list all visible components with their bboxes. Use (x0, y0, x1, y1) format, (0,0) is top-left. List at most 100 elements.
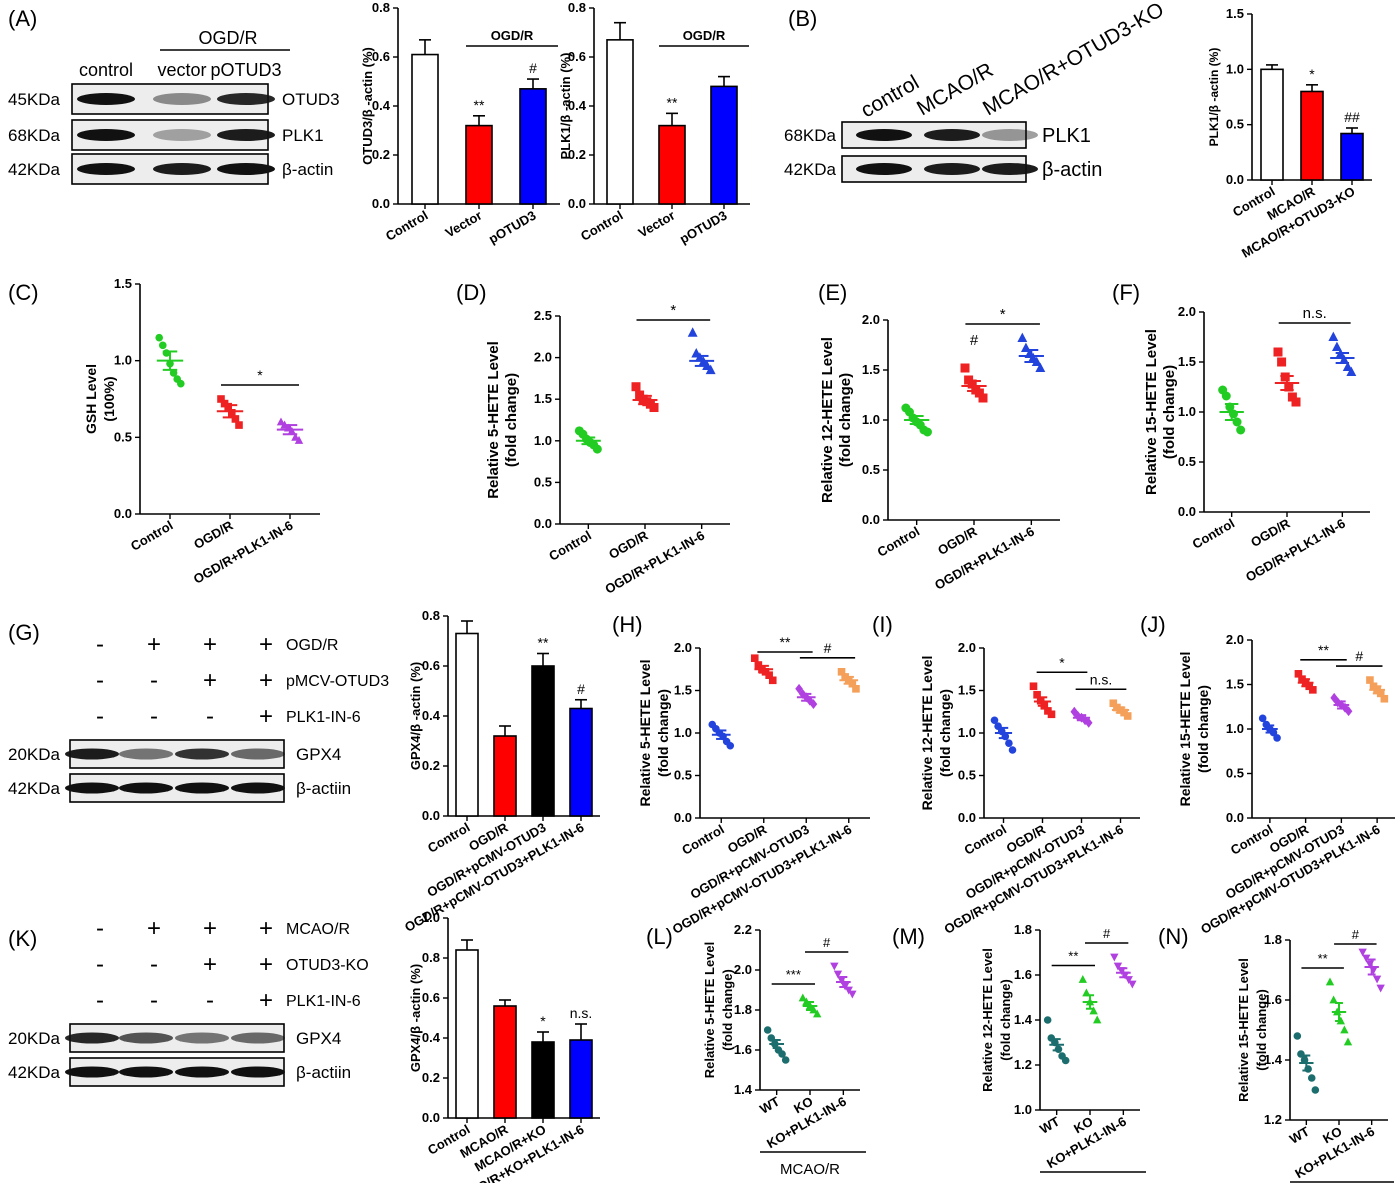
band (231, 1066, 285, 1078)
panel-label-I: (I) (872, 612, 893, 637)
group-label: MCAO/R (1060, 1181, 1120, 1183)
data-point (1309, 686, 1317, 694)
data-point (960, 363, 970, 373)
band (119, 1066, 173, 1078)
data-point (1043, 1016, 1052, 1024)
band (65, 1066, 119, 1078)
data-point (1325, 977, 1335, 986)
bar (411, 53, 439, 205)
y-axis-label-2: (fold change) (503, 373, 520, 467)
y-tick-label: 0.0 (1226, 810, 1244, 825)
band (77, 93, 135, 105)
chart-c: 0.0 0.5 1.0 1.5 GSH Level (100%) Control OGD/RO… (83, 276, 320, 587)
x-tick-label: Control (1228, 822, 1276, 858)
y-axis-label-2: (fold change) (720, 969, 735, 1051)
treatment-label: PLK1-IN-6 (286, 709, 361, 726)
data-point (750, 654, 759, 662)
blot-a: OGD/R control vector pOTUD3 45KDa OTUD3 68KDa P… (8, 28, 340, 185)
data-point (1372, 975, 1382, 984)
y-tick-label: 2.0 (1226, 632, 1244, 647)
data-point (228, 409, 236, 417)
treatment-sign: + (259, 915, 273, 942)
data-point (1033, 690, 1041, 699)
data-point (631, 382, 641, 392)
treatment-sign: + (147, 915, 161, 942)
y-axis-label-2: (fold change) (1161, 365, 1178, 459)
x-tick-label: Control (875, 524, 923, 560)
band (77, 129, 135, 141)
treatment-sign: - (96, 631, 104, 658)
bar (606, 39, 634, 205)
panel-label-B: (B) (788, 6, 817, 31)
x-tick-label: OGD/R (1248, 515, 1293, 550)
y-tick-label: 0.5 (1226, 117, 1244, 132)
panel-label-A: (A) (8, 6, 37, 31)
y-tick-label: 0.0 (568, 196, 586, 211)
y-tick-label: 0.4 (568, 98, 587, 113)
significance-label: ** (1318, 951, 1328, 966)
treatment-sign: + (203, 667, 217, 694)
band (217, 93, 275, 105)
band-protein-label: β-actiin (296, 779, 351, 798)
x-tick-label: Vector (443, 208, 485, 241)
y-tick-label: 1.5 (1226, 677, 1244, 692)
data-point (1293, 1032, 1302, 1040)
x-tick-label: Control (128, 518, 176, 554)
panel-label-M: (M) (892, 924, 925, 949)
y-tick-label: 1.0 (862, 412, 880, 427)
x-tick-label: Control (425, 820, 473, 856)
bar (493, 735, 517, 817)
y-tick-label: 0.6 (568, 49, 586, 64)
lane-label: control (857, 71, 923, 122)
y-axis-label: GPX4/β -actin (%) (408, 662, 423, 770)
y-tick-label: 1.0 (1226, 61, 1244, 76)
blot-k: - + + + MCAO/R - - + + OTUD3-KO - - - + PLK1-IN-6 20KDa… (8, 915, 369, 1087)
significance-label: # (824, 640, 832, 656)
y-tick-label: 1.0 (1178, 404, 1196, 419)
band (924, 129, 980, 141)
data-point (1029, 682, 1038, 691)
y-tick-label: 1.0 (422, 910, 440, 925)
y-axis-label: Relative 12-HETE Level (919, 656, 935, 811)
group-label: MCAO/R (780, 1161, 840, 1178)
band (153, 129, 211, 141)
y-axis-label-2: (fold change) (1195, 685, 1211, 773)
significance-label: ** (1318, 642, 1329, 658)
chart-a2: 0.0 0.2 0.4 0.6 0.8 PLK1/β -actin (%) Control V… (558, 0, 750, 247)
treatment-sign: - (206, 703, 214, 730)
data-point (224, 402, 232, 411)
x-tick-label: Control (679, 822, 727, 858)
y-tick-label: 0.6 (422, 990, 440, 1005)
data-point (778, 1050, 786, 1058)
data-point (1328, 331, 1339, 342)
y-tick-label: 1.0 (114, 353, 132, 368)
treatment-sign: - (96, 667, 104, 694)
y-axis-label: Relative 15-HETE Level (1177, 652, 1193, 807)
data-point (592, 444, 602, 454)
band (982, 129, 1038, 141)
y-tick-label: 2.0 (674, 640, 692, 655)
significance-label: * (1000, 306, 1006, 323)
data-point (1331, 341, 1342, 352)
y-tick-label: 2.2 (734, 922, 752, 937)
data-point (177, 379, 185, 388)
y-tick-label: 0.5 (862, 462, 880, 477)
y-tick-label: 0.0 (1226, 172, 1244, 187)
data-point (1342, 361, 1353, 372)
y-tick-label: 0.0 (674, 810, 692, 825)
data-point (1380, 694, 1389, 703)
bar (658, 124, 686, 205)
y-tick-label: 0.5 (958, 768, 976, 783)
bar (1300, 90, 1324, 181)
bar (1340, 132, 1364, 181)
y-tick-label: 1.4 (734, 1082, 753, 1097)
y-tick-label: 1.5 (114, 276, 132, 291)
y-axis-label: Relative 15-HETE Level (1143, 329, 1160, 495)
data-point (833, 970, 843, 979)
data-point (1343, 1037, 1353, 1046)
data-point (649, 403, 659, 413)
x-tick-label: Vector (636, 208, 678, 241)
bar (455, 949, 479, 1119)
